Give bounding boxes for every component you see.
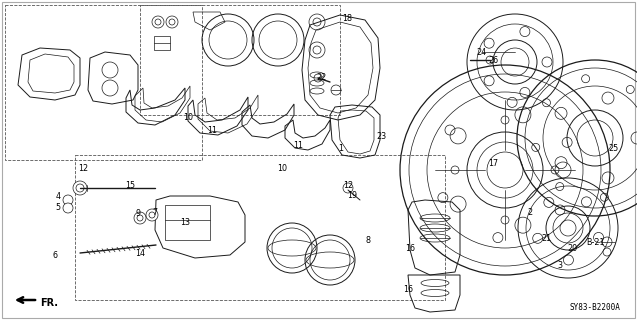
Text: 9: 9 [136, 209, 141, 218]
Text: 6: 6 [52, 251, 57, 260]
Text: 11: 11 [293, 140, 303, 149]
Text: 13: 13 [180, 218, 190, 227]
Circle shape [73, 181, 87, 195]
Text: 25: 25 [609, 143, 619, 153]
Text: FR.: FR. [40, 298, 58, 308]
Text: 1: 1 [338, 143, 343, 153]
Text: 21: 21 [541, 234, 551, 243]
Text: 2: 2 [527, 207, 533, 217]
Polygon shape [155, 196, 245, 258]
Text: 17: 17 [488, 158, 498, 167]
Text: 11: 11 [207, 125, 217, 134]
Text: 12: 12 [343, 180, 353, 189]
Bar [165, 205, 210, 240]
Text: 10: 10 [277, 164, 287, 172]
Text: 15: 15 [125, 180, 135, 189]
Text: 10: 10 [183, 113, 193, 122]
Text: 3: 3 [557, 260, 562, 269]
Text: 20: 20 [567, 244, 577, 252]
Text: 26: 26 [488, 55, 498, 65]
Text: 7: 7 [152, 207, 157, 217]
Text: 8: 8 [366, 236, 371, 244]
Bar [140, 5, 340, 115]
Text: 5: 5 [55, 203, 61, 212]
Text: 18: 18 [342, 13, 352, 22]
Text: SY83-B2200A: SY83-B2200A [569, 303, 620, 312]
Bar [75, 155, 445, 300]
Circle shape [146, 209, 158, 221]
Text: 19: 19 [347, 190, 357, 199]
Text: B-21: B-21 [587, 237, 605, 246]
Text: 23: 23 [376, 132, 386, 140]
Bar [154, 36, 170, 50]
Text: 24: 24 [476, 47, 486, 57]
Text: 22: 22 [317, 73, 327, 82]
Text: 12: 12 [78, 164, 88, 172]
Text: 16: 16 [405, 244, 415, 252]
Circle shape [63, 195, 73, 205]
Circle shape [63, 203, 73, 213]
Bar [5, 5, 202, 160]
Circle shape [134, 212, 146, 224]
Text: 16: 16 [403, 285, 413, 294]
Text: 4: 4 [55, 191, 61, 201]
Text: 14: 14 [135, 250, 145, 259]
